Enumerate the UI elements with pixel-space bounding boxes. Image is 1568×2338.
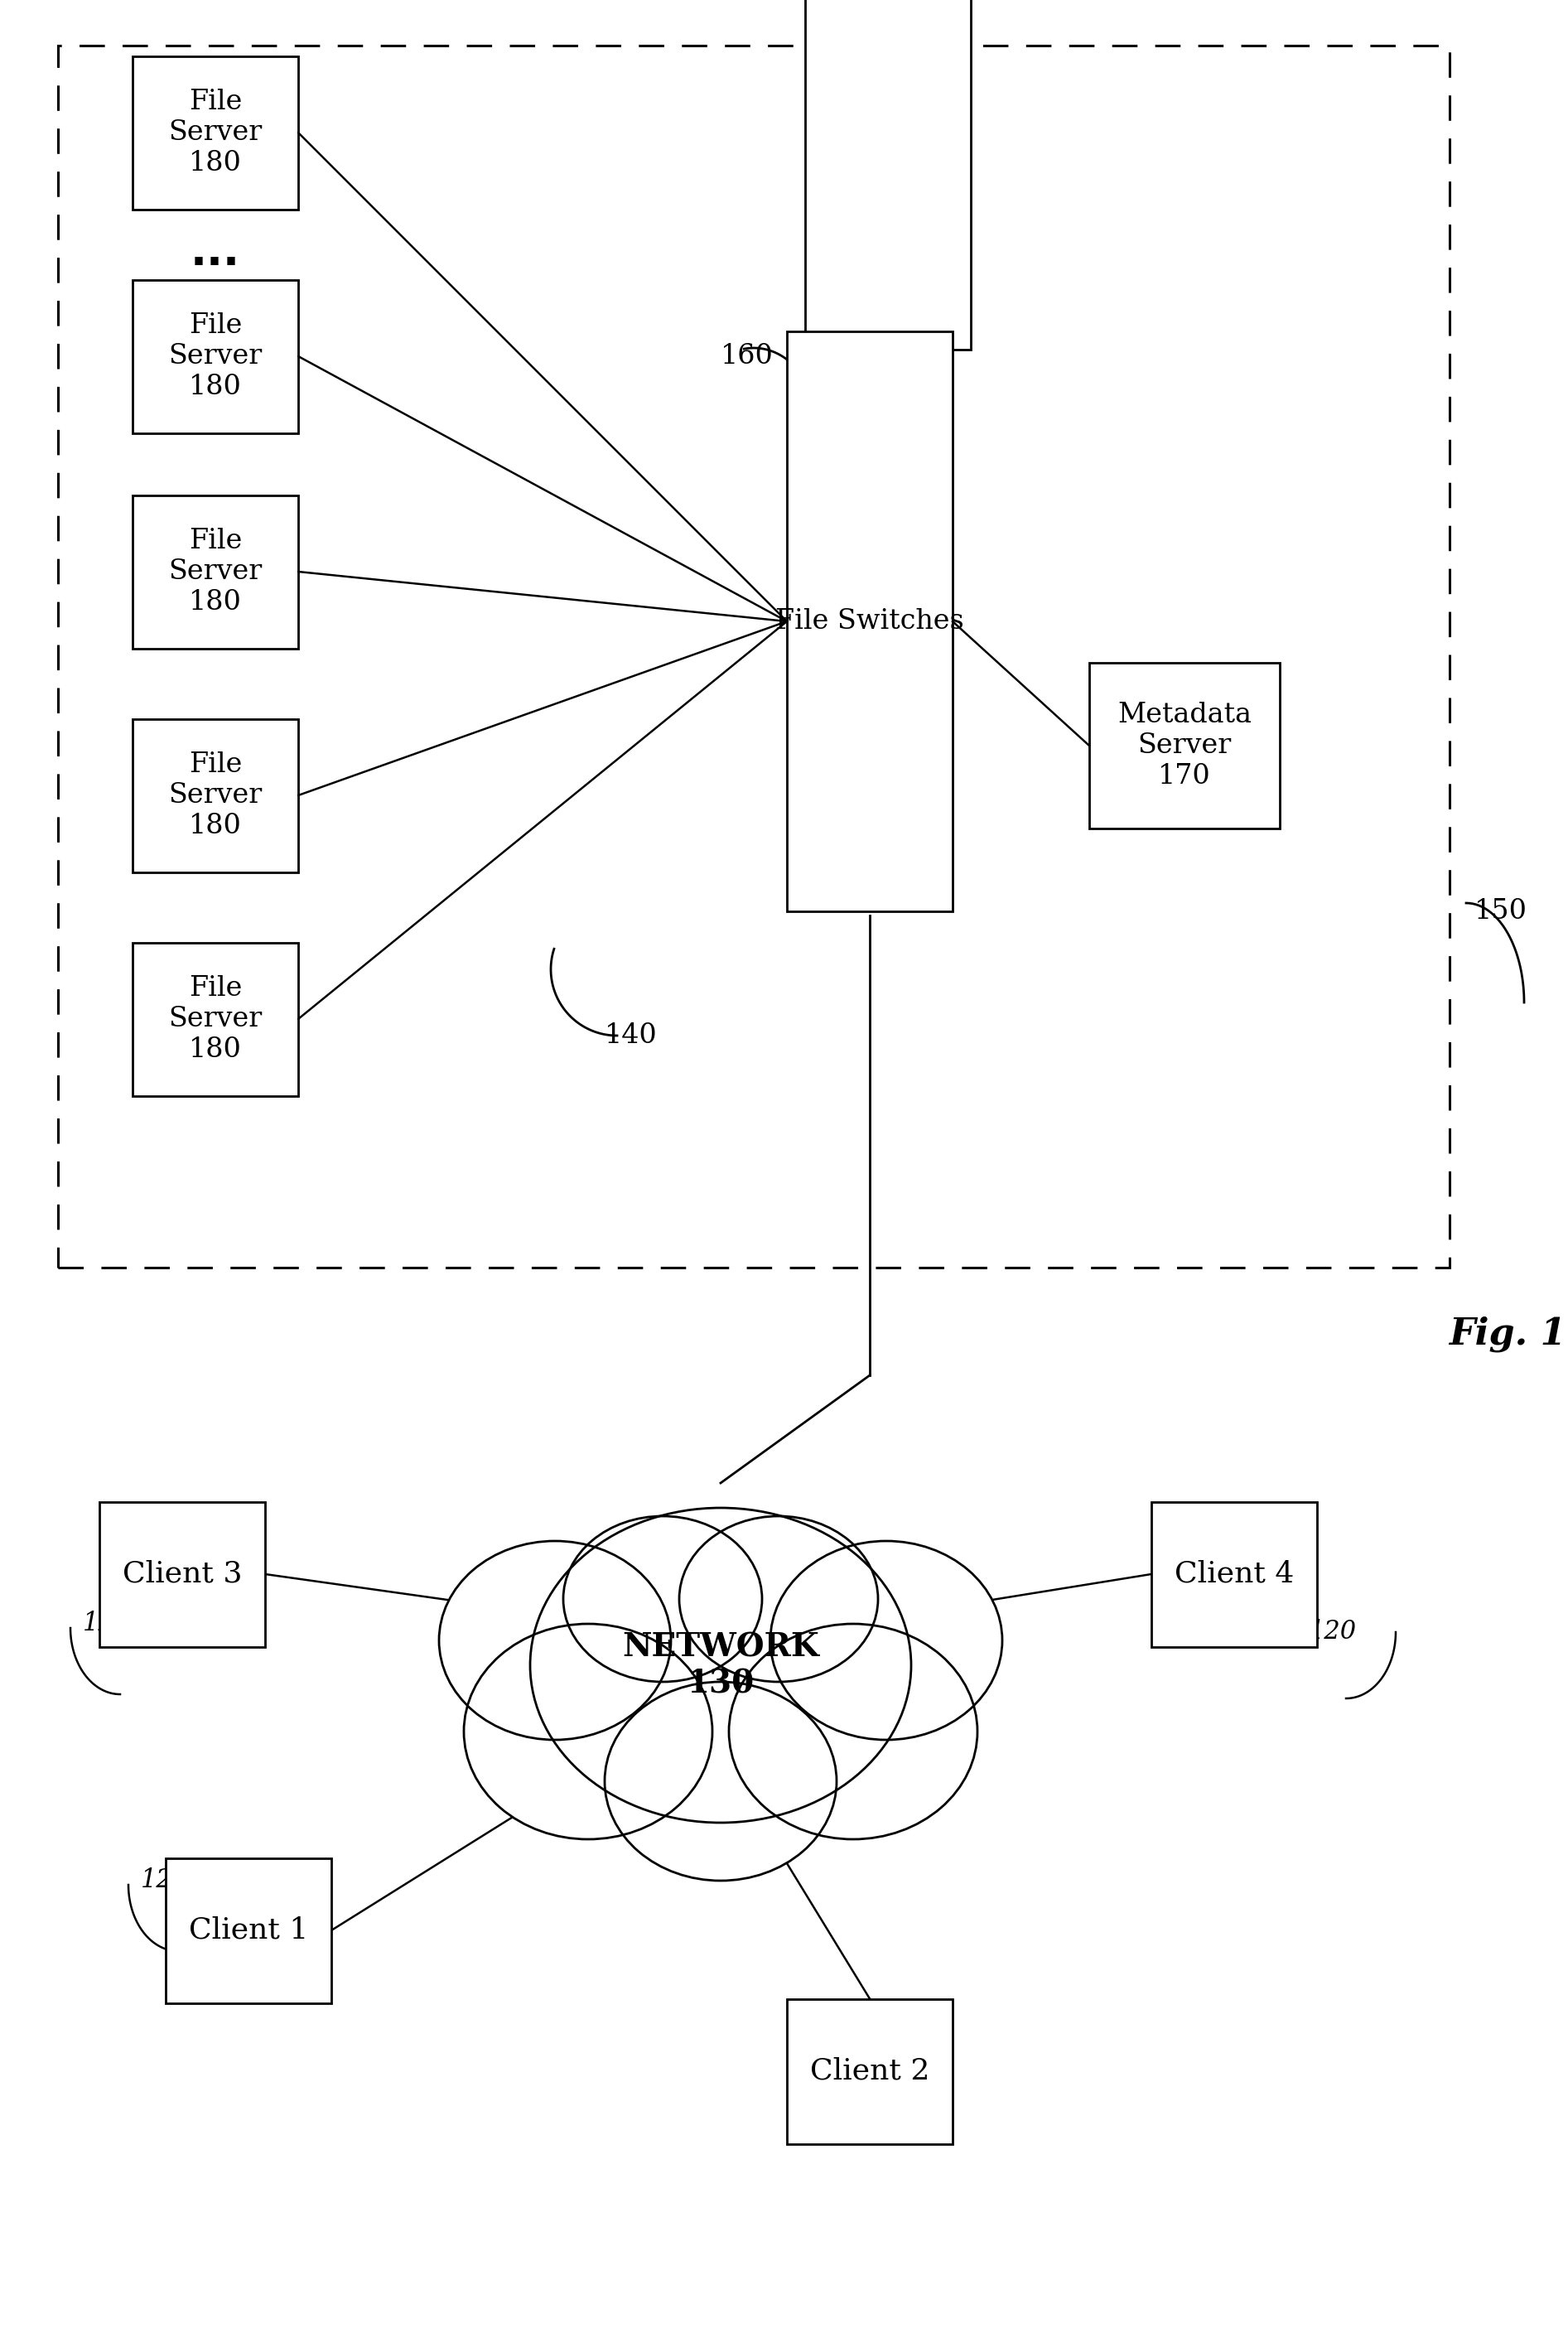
Ellipse shape bbox=[679, 1515, 878, 1681]
Bar bbox=[133, 56, 298, 208]
Ellipse shape bbox=[530, 1508, 911, 1824]
Ellipse shape bbox=[439, 1541, 671, 1739]
Bar bbox=[99, 1501, 265, 1646]
Bar bbox=[133, 718, 298, 872]
Ellipse shape bbox=[464, 1625, 712, 1840]
Text: Fig. 1: Fig. 1 bbox=[1449, 1316, 1566, 1351]
Text: 120: 120 bbox=[141, 1868, 190, 1894]
Text: File
Server
180: File Server 180 bbox=[168, 528, 262, 615]
Bar bbox=[787, 332, 953, 912]
Text: File
Server
180: File Server 180 bbox=[168, 975, 262, 1064]
Text: NETWORK
130: NETWORK 130 bbox=[622, 1632, 818, 1700]
Text: Metadata
Server
170: Metadata Server 170 bbox=[1118, 701, 1251, 790]
Text: ...: ... bbox=[191, 231, 240, 274]
Text: Client 3: Client 3 bbox=[122, 1559, 241, 1588]
Text: 120: 120 bbox=[1309, 1620, 1356, 1646]
Ellipse shape bbox=[563, 1515, 762, 1681]
Text: 160: 160 bbox=[721, 344, 773, 369]
Text: 150: 150 bbox=[1474, 898, 1527, 924]
Bar bbox=[58, 44, 1449, 1267]
Text: File
Server
180: File Server 180 bbox=[168, 89, 262, 175]
Text: Client 4: Client 4 bbox=[1174, 1559, 1294, 1588]
Text: 120: 120 bbox=[820, 2050, 869, 2076]
Bar bbox=[1151, 1501, 1317, 1646]
Bar bbox=[804, 0, 971, 351]
Text: 140: 140 bbox=[605, 1022, 657, 1050]
Ellipse shape bbox=[729, 1625, 977, 1840]
Ellipse shape bbox=[770, 1541, 1002, 1739]
Bar bbox=[133, 942, 298, 1097]
Text: Client 2: Client 2 bbox=[811, 2057, 930, 2085]
Bar bbox=[787, 1999, 953, 2144]
Text: Client 1: Client 1 bbox=[188, 1917, 309, 1945]
Bar bbox=[1090, 662, 1279, 828]
Text: 120: 120 bbox=[83, 1611, 132, 1637]
Ellipse shape bbox=[605, 1681, 837, 1880]
Text: File
Server
180: File Server 180 bbox=[168, 750, 262, 839]
Text: File Switches: File Switches bbox=[776, 608, 964, 634]
Bar bbox=[133, 281, 298, 433]
Text: File
Server
180: File Server 180 bbox=[168, 313, 262, 400]
Bar bbox=[133, 496, 298, 648]
Bar bbox=[166, 1859, 331, 2004]
